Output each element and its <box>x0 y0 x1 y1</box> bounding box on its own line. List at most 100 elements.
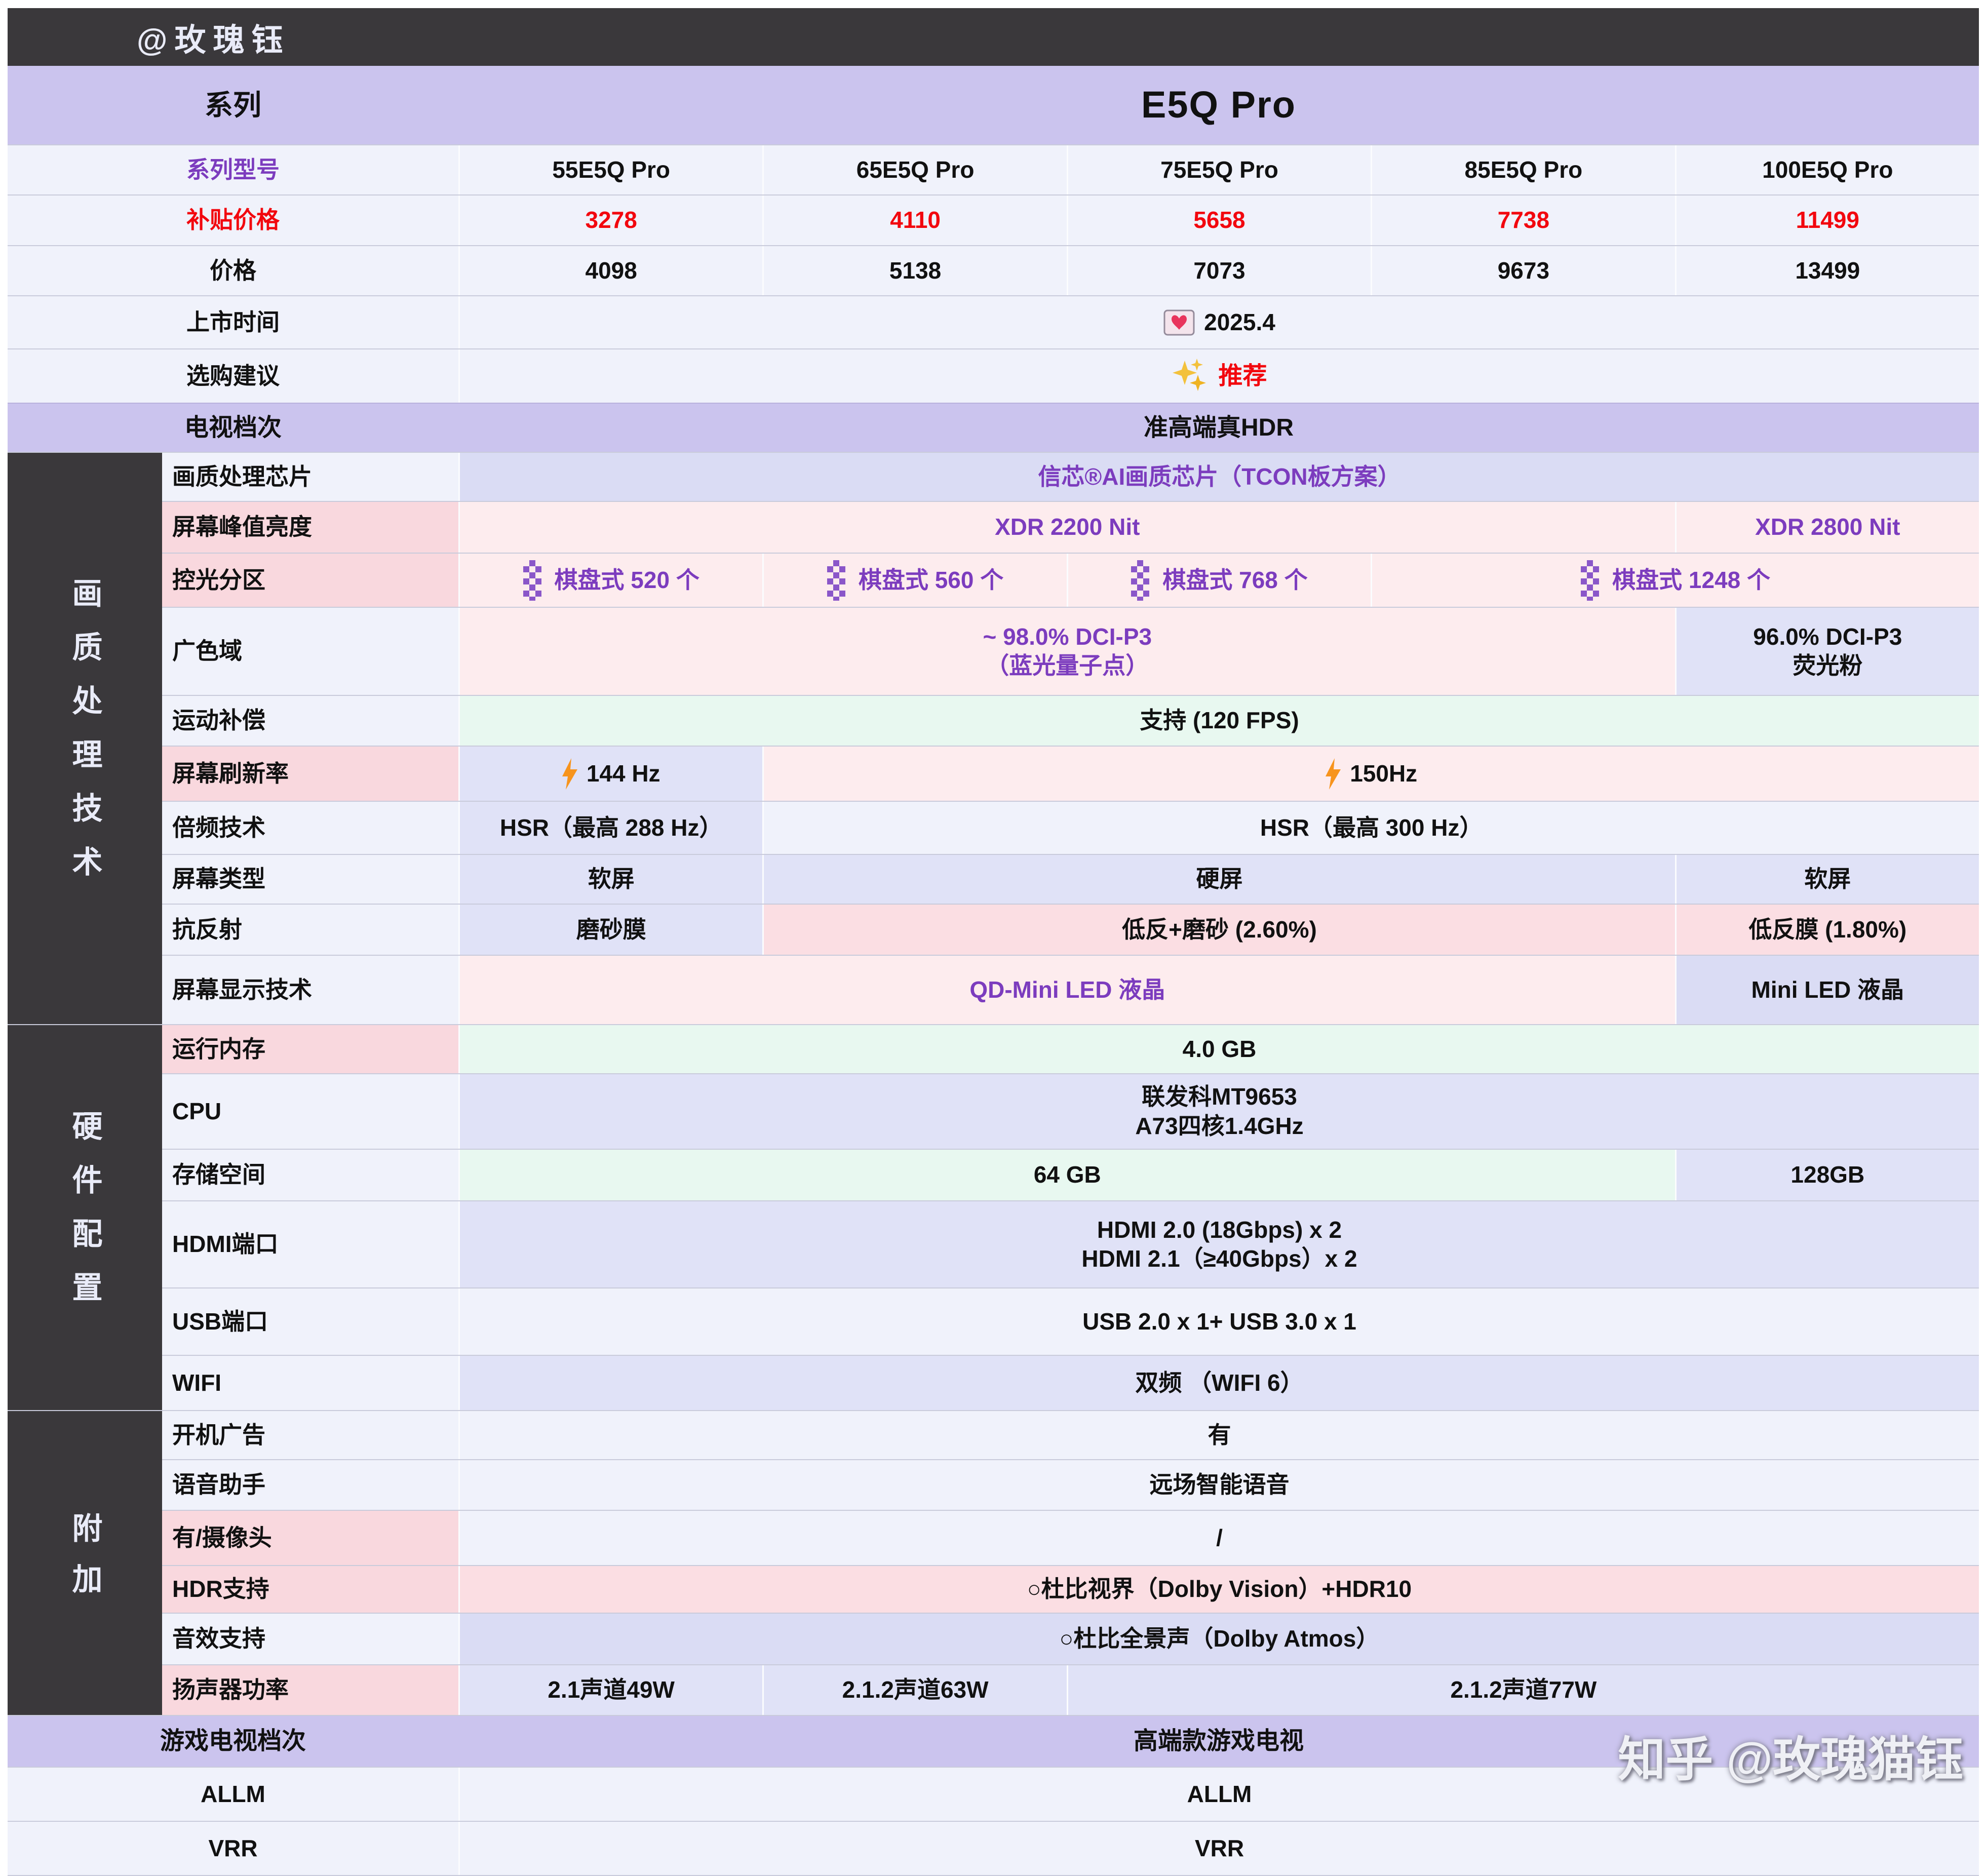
storage-100: 128GB <box>1675 1150 1979 1200</box>
chip-value: 信芯®AI画质芯片（TCON板方案） <box>458 453 1979 501</box>
row-display-tech-label: 屏幕显示技术 <box>172 976 312 1003</box>
row-camera: 有/摄像头 / <box>162 1510 1979 1565</box>
row-panel-type: 屏幕类型 软屏 硬屏 软屏 <box>162 854 1979 904</box>
row-wifi: WIFI 双频 （WIFI 6） <box>162 1355 1979 1410</box>
section-extra: 附加 开机广告 有 语音助手 远场智能语音 有/摄像头 / HDR支持 ○杜比 <box>8 1410 1979 1715</box>
row-cpu-label: CPU <box>172 1098 222 1124</box>
row-motion-comp: 运动补偿 支持 (120 FPS) <box>162 695 1979 746</box>
wifi-value: 双频 （WIFI 6） <box>458 1356 1979 1410</box>
speaker-55: 2.1声道49W <box>458 1665 763 1715</box>
row-chip-label: 画质处理芯片 <box>172 463 312 490</box>
top-author-bar: @玫瑰钰 <box>8 8 1979 66</box>
row-dimming-label: 控光分区 <box>172 566 265 593</box>
row-usb-label: USB端口 <box>172 1308 268 1335</box>
row-brightness-label: 屏幕峰值亮度 <box>172 514 312 540</box>
price-55: 4098 <box>458 246 762 295</box>
price-85: 9673 <box>1371 246 1675 295</box>
sparkles-icon <box>1172 358 1209 395</box>
row-gamut-label: 广色域 <box>172 638 242 665</box>
spec-table: @玫瑰钰 系列 E5Q Pro 系列型号 55E5Q Pro 65E5Q Pro… <box>8 8 1979 1876</box>
game-tier-value: 高端款游戏电视 <box>1133 1728 1304 1754</box>
display-tech-100: Mini LED 液晶 <box>1675 956 1979 1024</box>
speaker-75-100: 2.1.2声道77W <box>1066 1665 1979 1715</box>
row-refresh-rate: 屏幕刷新率 144 Hz 150Hz <box>162 746 1979 801</box>
bootad-value: 有 <box>458 1411 1979 1459</box>
row-ram-label: 运行内存 <box>172 1035 265 1062</box>
row-model-label: 系列型号 <box>186 156 280 183</box>
gamut-100: 96.0% DCI-P3 荧光粉 <box>1675 608 1979 695</box>
row-price-label: 价格 <box>210 257 256 284</box>
row-local-dimming: 控光分区 棋盘式 520 个 棋盘式 560 个 棋盘式 768 个 棋盘式 1… <box>162 553 1979 607</box>
advice-value: 推荐 <box>1218 362 1267 389</box>
lightning-icon <box>1326 758 1341 790</box>
row-price: 价格 4098 5138 7073 9673 13499 <box>8 245 1979 295</box>
row-tv-tier: 电视档次 准高端真HDR <box>8 403 1979 452</box>
gamut-55-85: ~ 98.0% DCI-P3 （蓝光量子点） <box>458 608 1675 695</box>
allm-value: ALLM <box>458 1768 1979 1821</box>
model-65: 65E5Q Pro <box>762 145 1066 194</box>
checkerboard-icon <box>1131 560 1150 601</box>
row-hsr: 倍频技术 HSR（最高 288 Hz） HSR（最高 300 Hz） <box>162 801 1979 854</box>
dimming-75: 棋盘式 768 个 <box>1066 554 1371 607</box>
price-100: 13499 <box>1675 246 1979 295</box>
row-storage-label: 存储空间 <box>172 1161 265 1188</box>
model-85: 85E5Q Pro <box>1371 145 1675 194</box>
series-header-row: 系列 E5Q Pro <box>8 66 1979 144</box>
display-tech-55-85: QD-Mini LED 液晶 <box>458 956 1675 1024</box>
row-color-gamut: 广色域 ~ 98.0% DCI-P3 （蓝光量子点） 96.0% DCI-P3 荧光… <box>162 607 1979 695</box>
row-display-tech: 屏幕显示技术 QD-Mini LED 液晶 Mini LED 液晶 <box>162 955 1979 1024</box>
storage-55-85: 64 GB <box>458 1150 1675 1200</box>
launch-value-cell: 2025.4 <box>458 296 1979 348</box>
vrr-value: VRR <box>458 1822 1979 1875</box>
hsr-65-100: HSR（最高 300 Hz） <box>762 802 1979 854</box>
antireflect-100: 低反膜 (1.80%) <box>1675 905 1979 955</box>
ram-value: 4.0 GB <box>458 1025 1979 1073</box>
row-advice-label: 选购建议 <box>186 362 280 389</box>
section-picture-quality: 画质处理技术 画质处理芯片 信芯®AI画质芯片（TCON板方案） 屏幕峰值亮度 … <box>8 452 1979 1024</box>
subsidy-65: 4110 <box>762 196 1066 245</box>
dimming-55: 棋盘式 520 个 <box>458 554 763 607</box>
motion-value: 支持 (120 FPS) <box>458 696 1979 746</box>
row-motion-label: 运动补偿 <box>172 707 265 734</box>
row-bootad-label: 开机广告 <box>172 1421 265 1448</box>
row-launch-label: 上市时间 <box>186 308 280 335</box>
subsidy-85: 7738 <box>1371 196 1675 245</box>
price-65: 5138 <box>762 246 1066 295</box>
row-audio-support: 音效支持 ○杜比全景声（Dolby Atmos） <box>162 1613 1979 1664</box>
section-extra-sidebar: 附加 <box>8 1410 162 1715</box>
author-handle: @玫瑰钰 <box>137 23 290 58</box>
camera-value: / <box>458 1511 1979 1565</box>
cpu-value: 联发科MT9653 A73四核1.4GHz <box>458 1074 1979 1149</box>
section-extra-label: 附加 <box>68 1512 102 1614</box>
row-cpu: CPU 联发科MT9653 A73四核1.4GHz <box>162 1073 1979 1149</box>
row-hsr-label: 倍频技术 <box>172 814 265 841</box>
brightness-55-85: XDR 2200 Nit <box>458 502 1675 553</box>
advice-value-cell: 推荐 <box>458 349 1979 403</box>
row-ram: 运行内存 4.0 GB <box>162 1024 1979 1073</box>
model-55: 55E5Q Pro <box>458 145 762 194</box>
series-title: E5Q Pro <box>1141 84 1296 126</box>
row-refresh-label: 屏幕刷新率 <box>172 760 289 787</box>
row-advice: 选购建议 推荐 <box>8 348 1979 403</box>
row-antireflect-label: 抗反射 <box>172 916 242 943</box>
row-voice-assistant: 语音助手 远场智能语音 <box>162 1459 1979 1510</box>
row-allm-label: ALLM <box>201 1780 265 1807</box>
row-subsidy-label: 补贴价格 <box>186 207 280 233</box>
antireflect-65-85: 低反+磨砂 (2.60%) <box>762 905 1675 955</box>
row-storage: 存储空间 64 GB 128GB <box>162 1149 1979 1200</box>
lightning-icon <box>562 758 577 790</box>
row-wifi-label: WIFI <box>172 1369 222 1396</box>
checkerboard-icon <box>1581 560 1600 601</box>
launch-date: 2025.4 <box>1204 308 1275 335</box>
subsidy-55: 3278 <box>458 196 762 245</box>
refresh-65-100: 150Hz <box>762 747 1979 801</box>
row-subsidy-price: 补贴价格 3278 4110 5658 7738 11499 <box>8 194 1979 245</box>
row-speaker-label: 扬声器功率 <box>172 1676 289 1703</box>
row-game-tier: 游戏电视档次 高端款游戏电视 <box>8 1715 1979 1767</box>
row-hdmi: HDMI端口 HDMI 2.0 (18Gbps) x 2 HDMI 2.1（≥40… <box>162 1200 1979 1287</box>
price-75: 7073 <box>1066 246 1371 295</box>
brightness-100: XDR 2800 Nit <box>1675 502 1979 553</box>
row-tier-label: 电视档次 <box>184 414 282 441</box>
row-peak-brightness: 屏幕峰值亮度 XDR 2200 Nit XDR 2800 Nit <box>162 501 1979 553</box>
